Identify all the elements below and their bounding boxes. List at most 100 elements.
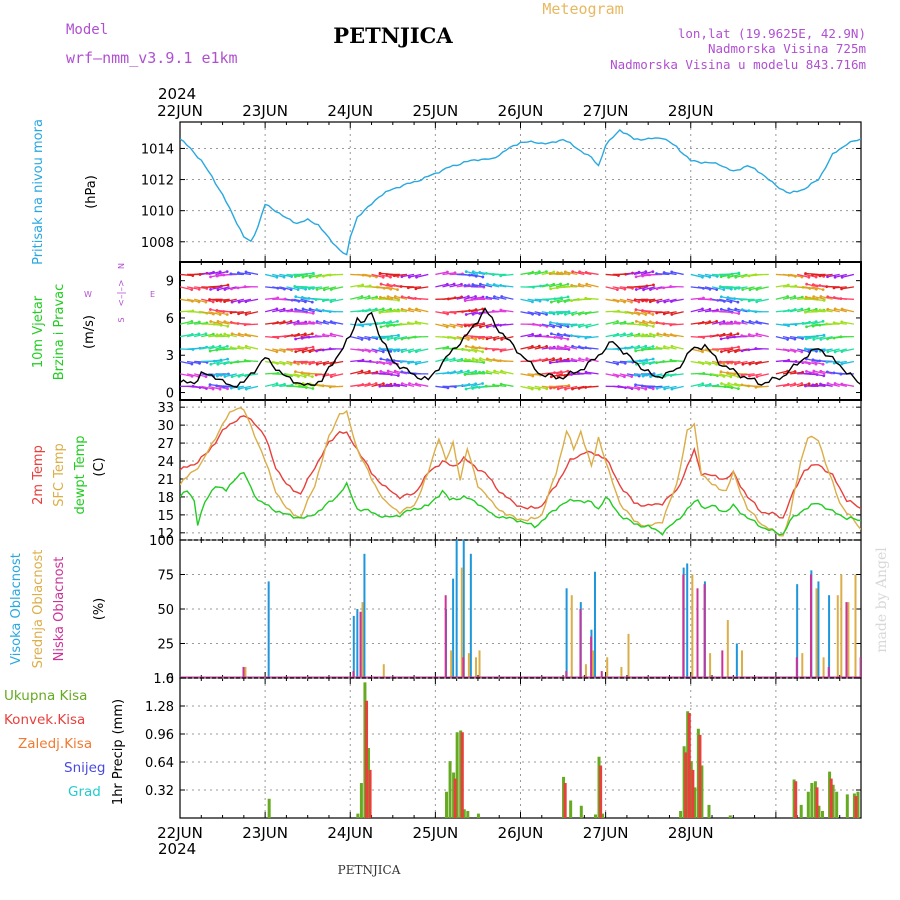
- wind-arrow: [541, 283, 554, 288]
- precipitation-bar-1-12: [829, 778, 833, 818]
- wind-arrow-head: [481, 275, 485, 279]
- wind-arrow-head: [282, 307, 286, 311]
- clouds-bar-2-0: [242, 666, 245, 678]
- temperature-ytick-label-7: 33: [157, 401, 174, 416]
- wind-arrow-head: [718, 285, 722, 289]
- wind-arrow: [208, 271, 221, 276]
- wind-arrow: [565, 345, 578, 350]
- wind-arrow-head: [315, 275, 319, 279]
- wind-arrow: [265, 297, 278, 300]
- wind-arrow-head: [537, 344, 541, 348]
- wind-arrow: [711, 286, 724, 291]
- wind-arrow-head: [747, 299, 751, 303]
- wind-arrow: [317, 360, 330, 365]
- wind-arrow-head: [833, 275, 837, 279]
- wind-arrow: [571, 284, 585, 288]
- wind-arrow: [194, 346, 207, 350]
- wind-arrow-head: [819, 295, 823, 298]
- wind-arrow-head: [737, 271, 741, 275]
- wind-arrow: [841, 273, 855, 278]
- wind-arrow-head: [393, 337, 397, 341]
- wind-arrow-head: [296, 362, 300, 366]
- wind-arrow-head: [311, 387, 315, 390]
- wind-arrow-head: [570, 284, 574, 287]
- wind-arrow-head: [549, 287, 553, 291]
- wind-arrow-head: [569, 373, 573, 376]
- wind-arrow-head: [216, 362, 220, 366]
- wind-arrow-head: [307, 335, 311, 339]
- wind-arrow-head: [463, 284, 467, 287]
- wind-arrow-head: [577, 386, 581, 390]
- temp-ylabel-dewpt: dewpt Temp: [73, 435, 88, 514]
- precip-ylabel: 1hr Precip (mm): [111, 699, 126, 805]
- wind-arrow: [293, 333, 306, 338]
- wind-arrow-head: [729, 332, 733, 336]
- wind-arrow-head: [740, 298, 744, 302]
- wind-arrow: [246, 345, 259, 350]
- wind-arrow: [286, 286, 299, 291]
- wind-arrow-head: [754, 273, 758, 277]
- wind-arrow-head: [832, 361, 836, 365]
- wind-arrow-head: [446, 345, 450, 349]
- wind-arrow: [585, 371, 599, 375]
- cloud-ylabel-low: Niska Oblacnost: [52, 557, 67, 662]
- wind-arrow-head: [452, 325, 456, 329]
- wind-arrow: [231, 298, 244, 303]
- wind-arrow: [279, 360, 292, 365]
- wind-arrow: [209, 335, 223, 338]
- wind-arrow-head: [715, 288, 719, 292]
- wind-arrow: [331, 333, 344, 338]
- clouds-bar-2-1: [352, 671, 355, 678]
- wind-arrow: [558, 385, 571, 390]
- wind-arrow: [704, 384, 718, 387]
- wind-arrow: [387, 384, 400, 387]
- wind-arrow-head: [243, 323, 247, 327]
- wind-arrow-head: [211, 387, 215, 391]
- wind-arrow-head: [662, 360, 665, 363]
- wind-arrow-head: [386, 283, 390, 286]
- wind-arrow-head: [400, 337, 404, 341]
- wind-arrow-head: [630, 332, 633, 336]
- precip-ylabel-unit: (mm): [111, 699, 126, 734]
- wind-arrow: [721, 273, 734, 278]
- wind-arrow: [371, 360, 384, 365]
- precipitation-bar-0-28: [792, 779, 796, 818]
- wind-arrow: [210, 320, 223, 325]
- wind-arrow: [501, 295, 514, 300]
- wind-arrow-head: [413, 297, 417, 300]
- wind-arrow: [820, 383, 833, 387]
- wind-arrow: [385, 334, 399, 338]
- wind-arrow: [789, 335, 803, 340]
- wind-arrow-head: [407, 336, 410, 340]
- wind-arrow-head: [832, 336, 836, 340]
- wind-arrow-head: [226, 387, 229, 391]
- wind-arrow-head: [655, 287, 659, 291]
- wind-arrow: [401, 308, 415, 313]
- wind-arrow: [324, 320, 337, 325]
- wind-arrow: [657, 298, 670, 303]
- wind-arrow: [442, 335, 456, 340]
- clouds-bar-0-5: [452, 578, 455, 678]
- wind-arrow-head: [311, 271, 315, 275]
- wind-arrow: [534, 385, 547, 390]
- wind-arrow-head: [815, 349, 818, 353]
- bottom-time-tick-labels: 22JUN 23JUN 24JUN 25JUN 26JUN 27JUN 28JUN: [157, 824, 713, 842]
- wind-arrow-head: [321, 384, 325, 388]
- wind-arrow: [286, 333, 299, 338]
- wind-arrow: [449, 323, 462, 328]
- wind-arrow: [272, 321, 285, 325]
- wind-arrow-head: [726, 336, 730, 340]
- wind-arrow-head: [566, 337, 570, 341]
- wind-arrow-head: [577, 298, 580, 301]
- wind-arrow: [364, 296, 377, 300]
- wind-arrow-head: [545, 387, 549, 391]
- wind-arrow-head: [826, 275, 829, 279]
- wind-dir-east: E: [150, 290, 155, 299]
- precip-legend-3: Snijeg: [64, 760, 106, 776]
- wind-arrow-head: [491, 273, 495, 276]
- wind-arrow: [541, 358, 554, 363]
- wind-arrow-head: [222, 347, 226, 351]
- wind-arrow-head: [826, 350, 830, 354]
- wind-arrow-head: [378, 311, 382, 314]
